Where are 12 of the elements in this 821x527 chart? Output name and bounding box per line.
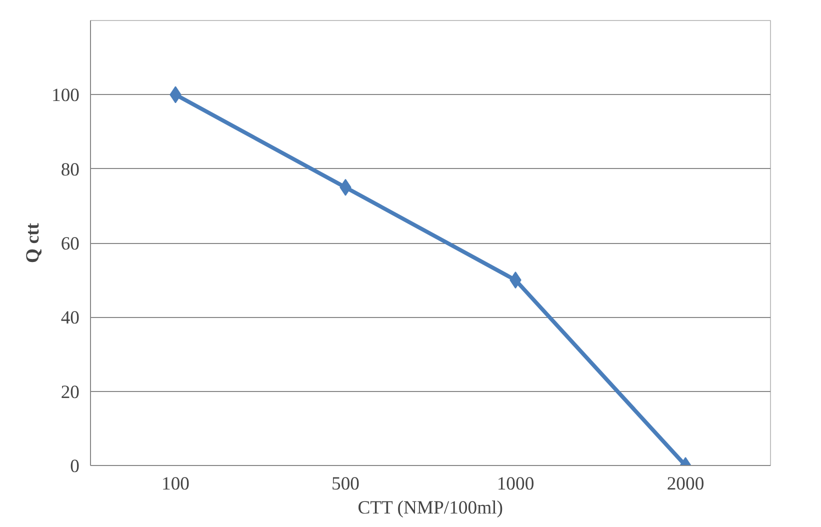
y-tick-label: 0 (70, 456, 80, 477)
x-axis-title: CTT (NMP/100ml) (358, 498, 503, 518)
x-tick-label: 100 (162, 474, 190, 494)
y-tick-label: 60 (60, 234, 80, 254)
x-tick-label: 2000 (666, 474, 704, 494)
y-tick-label: 80 (60, 159, 80, 180)
y-tick-label: 40 (60, 308, 80, 329)
y-tick-label: 100 (52, 85, 80, 106)
x-tick-label: 1000 (496, 474, 534, 494)
y-axis-title: Q ctt (22, 222, 44, 263)
x-tick-label: 500 (332, 474, 360, 494)
y-tick-label: 20 (60, 382, 80, 403)
